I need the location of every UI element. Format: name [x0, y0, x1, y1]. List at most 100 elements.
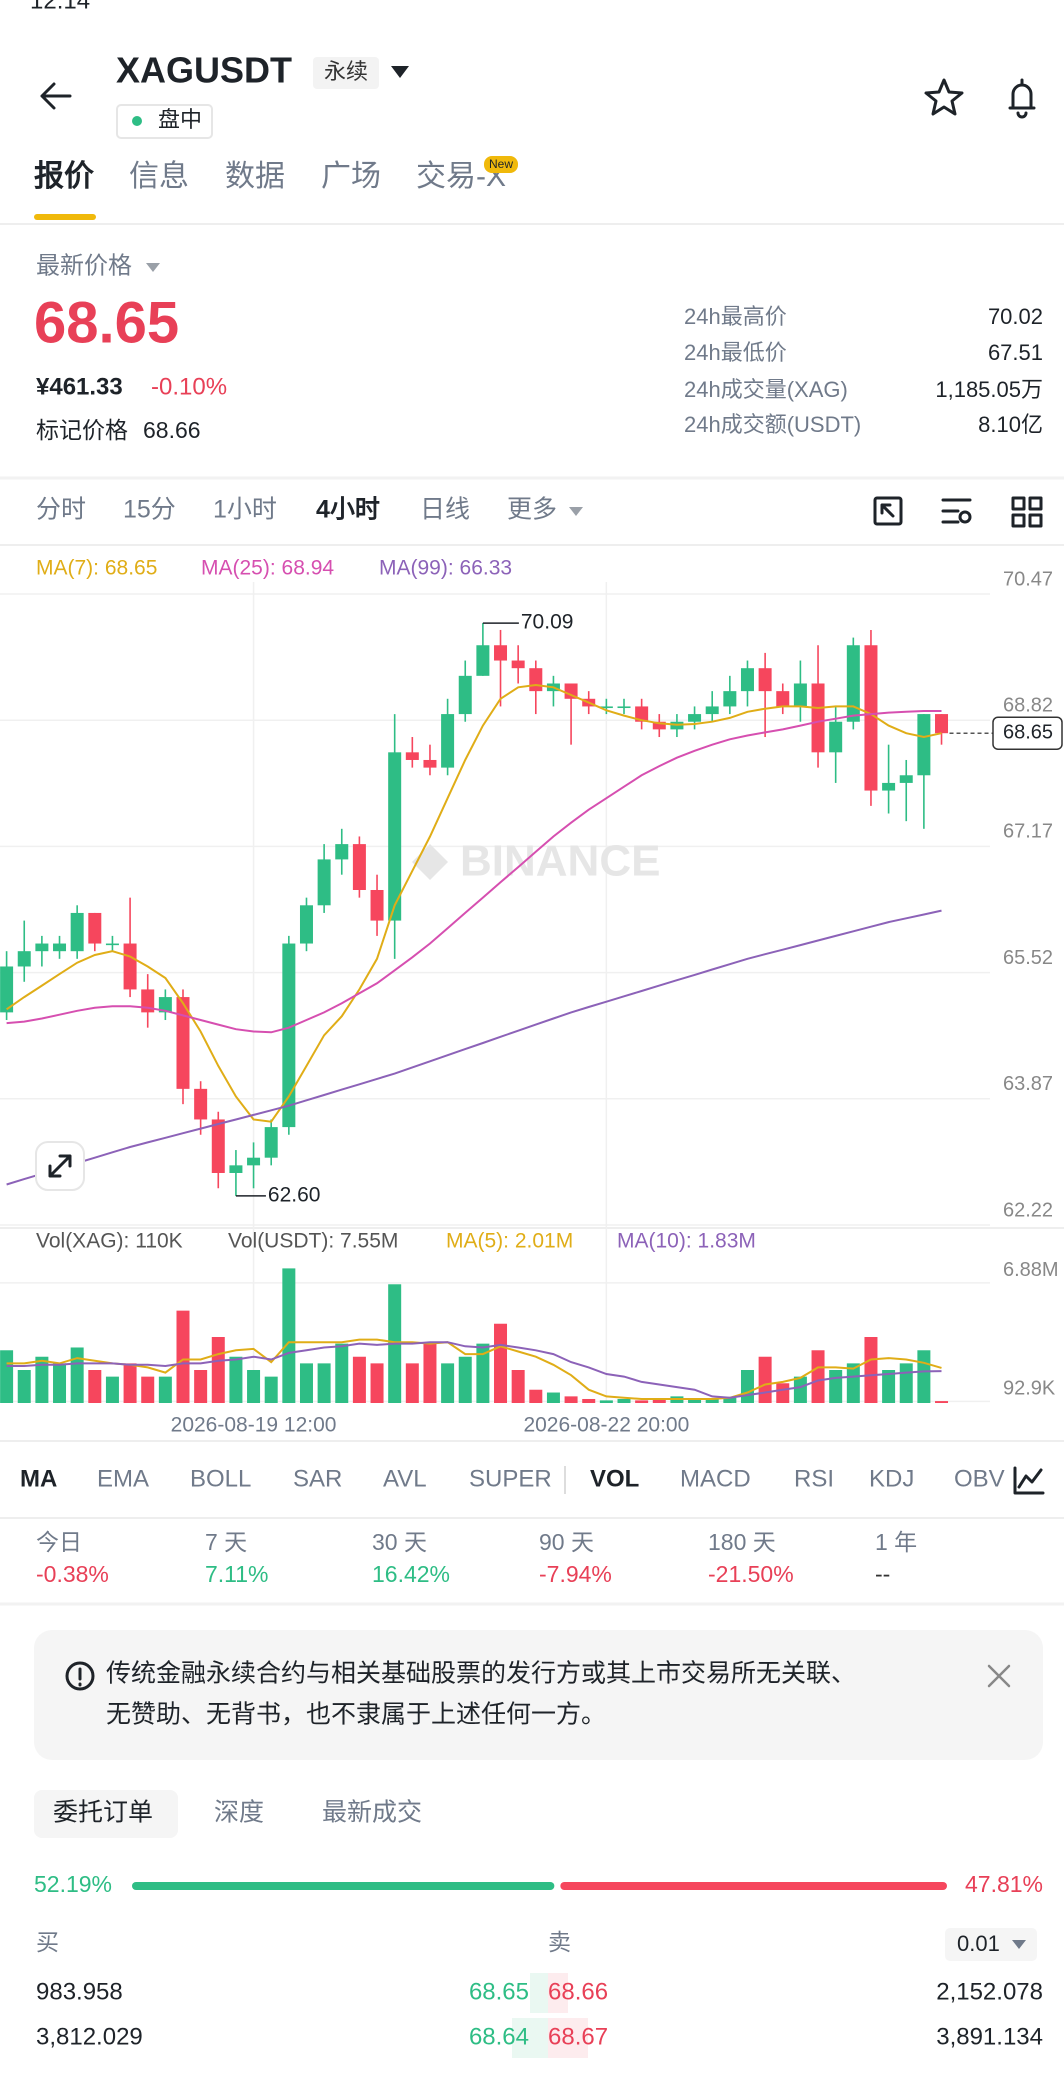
- book-tab-active: [34, 1790, 178, 1838]
- legend-entry: Vol(XAG): 110K: [36, 1230, 183, 1253]
- notice-close[interactable]: [987, 1664, 1011, 1688]
- indicator-settings[interactable]: [1013, 1466, 1045, 1495]
- settings-icon[interactable]: [941, 498, 972, 524]
- candle-body: [335, 844, 349, 860]
- favorite-button[interactable]: [924, 78, 964, 116]
- candle-body: [264, 1127, 278, 1158]
- back-button[interactable]: [40, 82, 72, 110]
- volume-bar: [335, 1343, 349, 1403]
- volume-bar: [370, 1363, 384, 1403]
- ask-qty: 2,152.078: [936, 1978, 1043, 2005]
- candle-body: [176, 997, 190, 1089]
- volume-bar: [511, 1370, 525, 1403]
- candle-body: [599, 706, 613, 709]
- volume-bar: [617, 1398, 631, 1403]
- bid-depth: [512, 2018, 548, 2058]
- candle-body: [405, 752, 419, 760]
- return-value: --: [875, 1561, 890, 1587]
- ask-qty: 3,891.134: [936, 2023, 1043, 2050]
- candle-body: [917, 714, 931, 776]
- volume-bar: [564, 1396, 578, 1403]
- interval[interactable]: 15分: [123, 496, 176, 524]
- tab[interactable]: 数据: [225, 160, 285, 193]
- candle-body: [299, 905, 313, 944]
- price-label: 最新价格: [36, 252, 132, 279]
- symbol-dropdown[interactable]: [391, 66, 409, 78]
- interval[interactable]: 1小时: [213, 496, 277, 524]
- volume-bar: [935, 1401, 949, 1403]
- indicator-tab[interactable]: SAR: [293, 1465, 342, 1492]
- tool-icon: [880, 503, 895, 518]
- volume-bar: [758, 1356, 772, 1403]
- indicator-tab[interactable]: KDJ: [869, 1465, 914, 1492]
- precision-box[interactable]: [945, 1928, 1037, 1961]
- session: 盘中: [158, 107, 202, 132]
- volume-bar: [229, 1356, 243, 1403]
- y-tick-label: 6.88M: [1003, 1259, 1059, 1281]
- session-chip: [116, 104, 213, 139]
- alert-button[interactable]: [1008, 78, 1036, 119]
- candle-body: [617, 706, 631, 709]
- tab[interactable]: 信息: [129, 160, 189, 193]
- y-tick-label: 68.82: [1003, 694, 1053, 716]
- price-label-dropdown[interactable]: [146, 263, 160, 272]
- layout-icon: [1028, 496, 1043, 511]
- layout-icon[interactable]: [1011, 496, 1026, 511]
- interval[interactable]: 4小时: [316, 496, 380, 524]
- indicator-tab[interactable]: EMA: [97, 1465, 149, 1492]
- indicator-tab[interactable]: SUPER: [469, 1465, 552, 1492]
- candle-body: [846, 645, 860, 722]
- candle-body: [370, 889, 384, 921]
- watermark: BINANCE: [460, 837, 660, 886]
- return-period: 今日: [36, 1529, 82, 1555]
- candle-body: [123, 943, 137, 990]
- volume-bar: [917, 1350, 931, 1403]
- indicator-tab[interactable]: VOL: [590, 1465, 639, 1492]
- more-dropdown[interactable]: [569, 507, 583, 516]
- book-tab[interactable]: 深度: [214, 1799, 264, 1827]
- volume-bar: [599, 1400, 613, 1403]
- candle-body: [0, 966, 14, 1013]
- candle-body: [688, 714, 702, 722]
- precision-dropdown: [1012, 1940, 1026, 1949]
- stat-label: 24h成交额(USDT): [684, 412, 861, 437]
- volume-bar: [405, 1363, 419, 1403]
- volume-bar: [846, 1363, 860, 1403]
- volume-bar: [352, 1356, 366, 1403]
- interval[interactable]: 日线: [420, 496, 470, 524]
- indicator-tab[interactable]: MACD: [680, 1465, 751, 1492]
- min-label: 62.60: [268, 1183, 321, 1206]
- legend-entry: MA(7): 68.65: [36, 557, 157, 580]
- book-tab[interactable]: 最新成交: [322, 1799, 422, 1827]
- interval[interactable]: 分时: [36, 496, 86, 524]
- return-value: 16.42%: [372, 1561, 450, 1587]
- volume-bar: [635, 1400, 649, 1403]
- tab[interactable]: 报价: [34, 160, 94, 193]
- volume-bar: [458, 1356, 472, 1403]
- candle-body: [441, 714, 455, 768]
- expand-icon: [48, 1154, 72, 1178]
- volume-bar: [776, 1383, 790, 1403]
- ma-line: [6, 683, 942, 1123]
- candle-body: [705, 706, 719, 715]
- book-tab[interactable]: 委托订单: [53, 1799, 153, 1827]
- expand-button[interactable]: [35, 1141, 85, 1191]
- interval[interactable]: 更多: [507, 496, 557, 524]
- tool-icon[interactable]: [873, 496, 903, 526]
- indicator-tab[interactable]: AVL: [383, 1465, 427, 1492]
- last-price-label: 68.65: [1003, 721, 1053, 743]
- tab[interactable]: 广场: [321, 160, 381, 193]
- candle-body: [229, 1165, 243, 1173]
- bid-qty: 983.958: [36, 1978, 123, 2005]
- buy-ratio-bar: [132, 1882, 555, 1890]
- info-icon: [65, 1661, 95, 1691]
- candle-body: [35, 943, 49, 952]
- indicator-tab[interactable]: BOLL: [190, 1465, 251, 1492]
- legend-entry: MA(25): 68.94: [201, 557, 334, 580]
- return-value: 7.11%: [205, 1561, 269, 1587]
- candle-body: [564, 683, 578, 699]
- indicator-tab[interactable]: OBV: [954, 1465, 1005, 1492]
- volume-bar: [864, 1337, 878, 1403]
- indicator-tab[interactable]: MA: [20, 1465, 57, 1492]
- indicator-tab[interactable]: RSI: [794, 1465, 834, 1492]
